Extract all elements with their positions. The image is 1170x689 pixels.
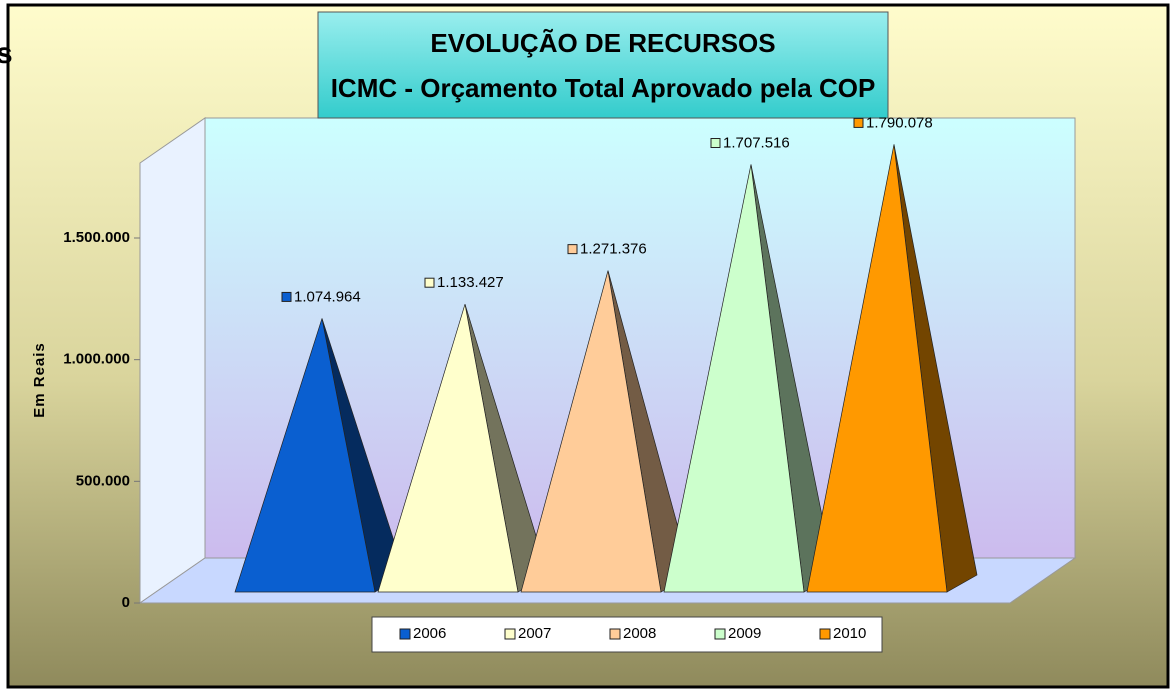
data-label-key (567, 244, 578, 255)
legend-label: 2010 (833, 625, 866, 642)
side-wall (139, 117, 206, 604)
legend-box (371, 616, 883, 653)
title-box (317, 11, 889, 119)
legend-swatch (504, 628, 516, 640)
legend-label: 2007 (518, 625, 551, 642)
data-label-key (281, 291, 292, 302)
legend-label: 2006 (413, 625, 446, 642)
pyramid-front (806, 144, 948, 593)
data-label: 1.271.376 (580, 241, 647, 258)
legend-label: 2009 (728, 625, 761, 642)
y-tick-label: 0 (122, 594, 130, 611)
pyramid-front (520, 270, 662, 593)
pyramid-front (377, 304, 519, 593)
y-tick-label: 1.000.000 (63, 351, 130, 368)
pyramid-front (663, 164, 805, 593)
y-axis-label: Em Reais (31, 342, 48, 418)
data-label: 1.790.078 (866, 114, 933, 131)
data-label: 1.074.964 (294, 288, 361, 305)
chart-subtitle: ICMC - Orçamento Total Aprovado pela COP (331, 73, 876, 103)
data-label-key (853, 117, 864, 128)
data-label-key (710, 138, 721, 149)
chart-title: EVOLUÇÃO DE RECURSOS (430, 28, 775, 58)
side-text: s (0, 37, 13, 70)
legend-swatch (399, 628, 411, 640)
pyramid-front (234, 318, 376, 593)
y-tick-label: 1.500.000 (63, 229, 130, 246)
data-label-key (424, 277, 435, 288)
legend-swatch (819, 628, 831, 640)
y-tick-label: 500.000 (76, 472, 130, 489)
legend-swatch (609, 628, 621, 640)
legend-swatch (714, 628, 726, 640)
data-label: 1.133.427 (437, 274, 504, 291)
legend-label: 2008 (623, 625, 656, 642)
data-label: 1.707.516 (723, 134, 790, 151)
